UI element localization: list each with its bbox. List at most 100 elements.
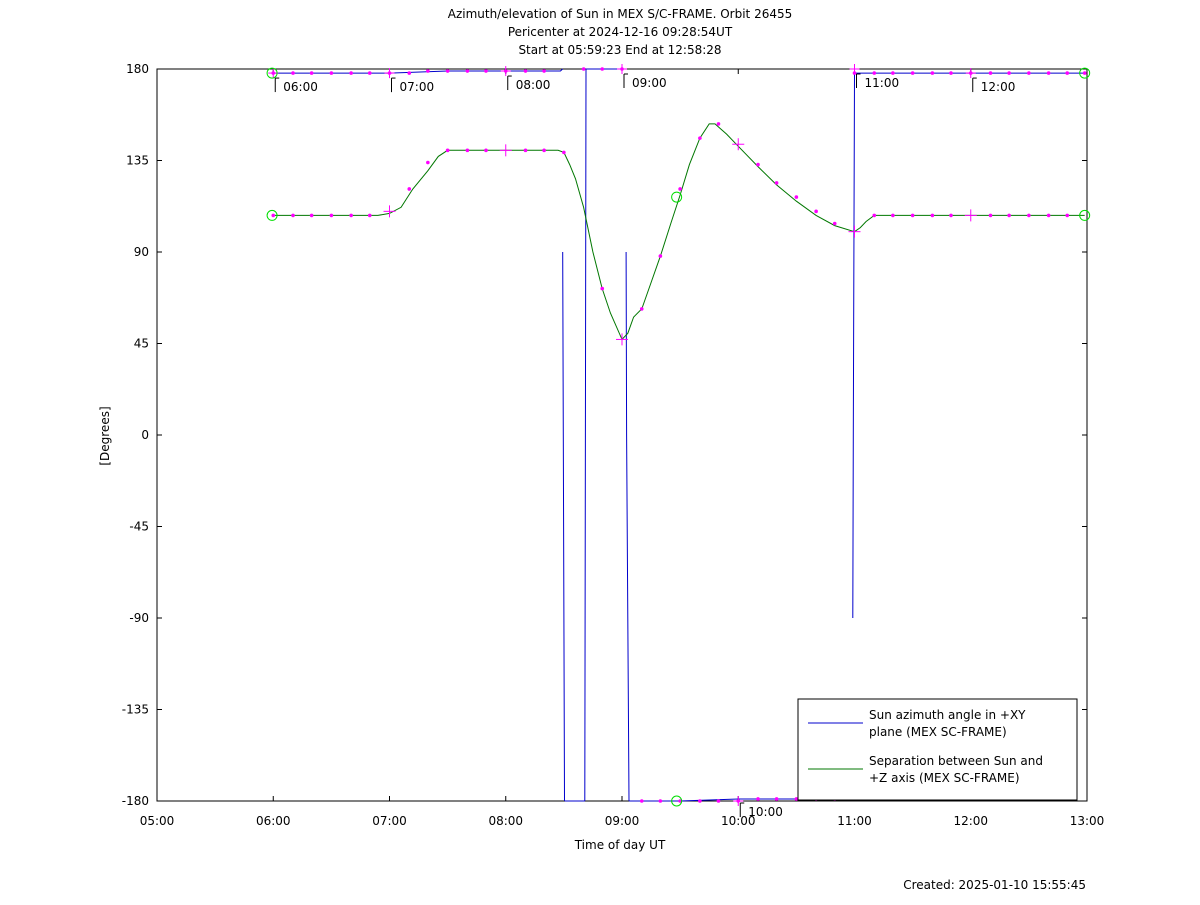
x-tick-label: 08:00 — [488, 814, 523, 828]
x-tick-label: 05:00 — [140, 814, 175, 828]
y-tick-label: 180 — [126, 62, 149, 76]
x-tick-label: 09:00 — [605, 814, 640, 828]
hour-cross-marker — [384, 68, 395, 79]
azimuth-marker — [426, 69, 430, 73]
plot-area: 05:00 06:00 07:00 08:00 09:00 10:00 11:00 12:00… — [122, 62, 1105, 828]
y-tick-label: 135 — [126, 154, 149, 168]
separation-marker — [678, 187, 682, 191]
separation-series-line — [272, 123, 1085, 341]
azimuth-marker — [367, 71, 372, 75]
azimuth-marker — [1082, 71, 1087, 75]
hour-annotation-label: 06:00 — [283, 80, 318, 94]
azimuth-marker — [407, 71, 412, 75]
chart-subtitle-start-end: Start at 05:59:23 End at 12:58:28 — [518, 43, 721, 57]
separation-marker — [291, 213, 295, 218]
x-tick-label: 06:00 — [256, 814, 291, 828]
azimuth-series-line — [625, 251, 630, 802]
hour-annotation-label: 10:00 — [748, 805, 783, 819]
hour-cross-marker — [500, 66, 511, 77]
separation-marker — [426, 160, 430, 165]
separation-marker — [891, 213, 895, 218]
legend-label: plane (MEX SC-FRAME) — [869, 725, 1007, 739]
azimuth-series-line — [272, 68, 564, 74]
separation-marker — [349, 213, 353, 218]
hour-cross-marker — [383, 205, 396, 218]
azimuth-marker — [1065, 71, 1070, 75]
azimuth-marker — [465, 69, 470, 73]
separation-marker — [1007, 213, 1011, 218]
hour-annotation-label: 08:00 — [516, 78, 551, 92]
x-tick-label: 10:00 — [721, 814, 756, 828]
separation-marker — [814, 209, 818, 214]
y-tick-label: -90 — [129, 611, 149, 625]
separation-marker — [639, 307, 644, 311]
hour-cross-marker — [268, 68, 279, 79]
x-tick-label: 13:00 — [1070, 814, 1105, 828]
chart-title: Azimuth/elevation of Sun in MEX S/C-FRAM… — [448, 7, 793, 21]
plot-frame — [156, 68, 1088, 802]
hour-cross-marker — [965, 68, 976, 79]
hour-annotation-label: 11:00 — [865, 76, 900, 90]
hour-annotation-label: 09:00 — [632, 76, 667, 90]
circle-marker — [266, 209, 278, 221]
hour-cross-marker — [499, 144, 512, 157]
y-tick-label: 0 — [141, 428, 149, 442]
separation-marker — [774, 181, 779, 185]
separation-marker — [271, 213, 276, 218]
azimuth-marker — [349, 71, 353, 75]
separation-marker — [367, 213, 372, 218]
hour-cross-marker — [732, 138, 745, 151]
azimuth-marker — [794, 797, 799, 801]
separation-marker — [716, 122, 721, 126]
hour-annotation-label: 07:00 — [400, 80, 435, 94]
azimuth-marker — [581, 67, 586, 71]
hour-annotation-label: 12:00 — [981, 80, 1016, 94]
separation-marker — [484, 148, 488, 153]
circle-marker — [266, 67, 278, 79]
separation-marker — [756, 162, 760, 167]
y-tick-label: -135 — [122, 703, 149, 717]
x-tick-label: 07:00 — [372, 814, 407, 828]
legend-label: +Z axis (MEX SC-FRAME) — [869, 771, 1020, 785]
azimuth-marker — [1007, 71, 1011, 75]
azimuth-series-line — [584, 68, 587, 802]
circle-marker — [671, 795, 683, 807]
separation-marker — [1046, 213, 1051, 218]
separation-marker — [407, 187, 412, 191]
azimuth-marker — [484, 69, 488, 73]
azimuth-marker — [891, 71, 895, 75]
separation-marker — [309, 213, 314, 218]
y-tick-label: -45 — [129, 520, 149, 534]
hour-cross-marker — [848, 225, 861, 238]
hour-cross-marker — [849, 64, 860, 74]
separation-marker — [542, 148, 546, 153]
azimuth-marker — [1027, 71, 1031, 75]
separation-marker — [523, 148, 528, 153]
created-timestamp: Created: 2025-01-10 15:55:45 — [903, 878, 1086, 892]
azimuth-marker — [542, 69, 546, 73]
circle-marker — [671, 191, 683, 203]
azimuth-series-line — [852, 73, 855, 619]
azimuth-marker — [445, 69, 450, 73]
azimuth-marker — [291, 71, 295, 75]
legend-label: Separation between Sun and — [869, 754, 1043, 768]
separation-marker — [832, 221, 837, 226]
separation-marker — [872, 213, 877, 218]
azimuth-marker — [329, 71, 334, 75]
separation-marker — [600, 286, 605, 291]
separation-marker — [445, 148, 450, 153]
azimuth-marker — [872, 71, 877, 75]
hour-cross-marker — [616, 333, 628, 346]
y-tick-label: 45 — [134, 337, 149, 351]
azimuth-marker — [716, 799, 721, 803]
hour-cross-marker — [964, 209, 977, 222]
azimuth-marker — [930, 71, 935, 75]
separation-marker — [465, 148, 470, 153]
separation-marker — [1027, 213, 1031, 218]
legend-box — [797, 698, 1078, 801]
x-axis-label: Time of day UT — [574, 838, 666, 852]
azimuth-marker — [988, 71, 993, 75]
separation-marker — [988, 213, 993, 218]
separation-marker — [1065, 213, 1070, 218]
